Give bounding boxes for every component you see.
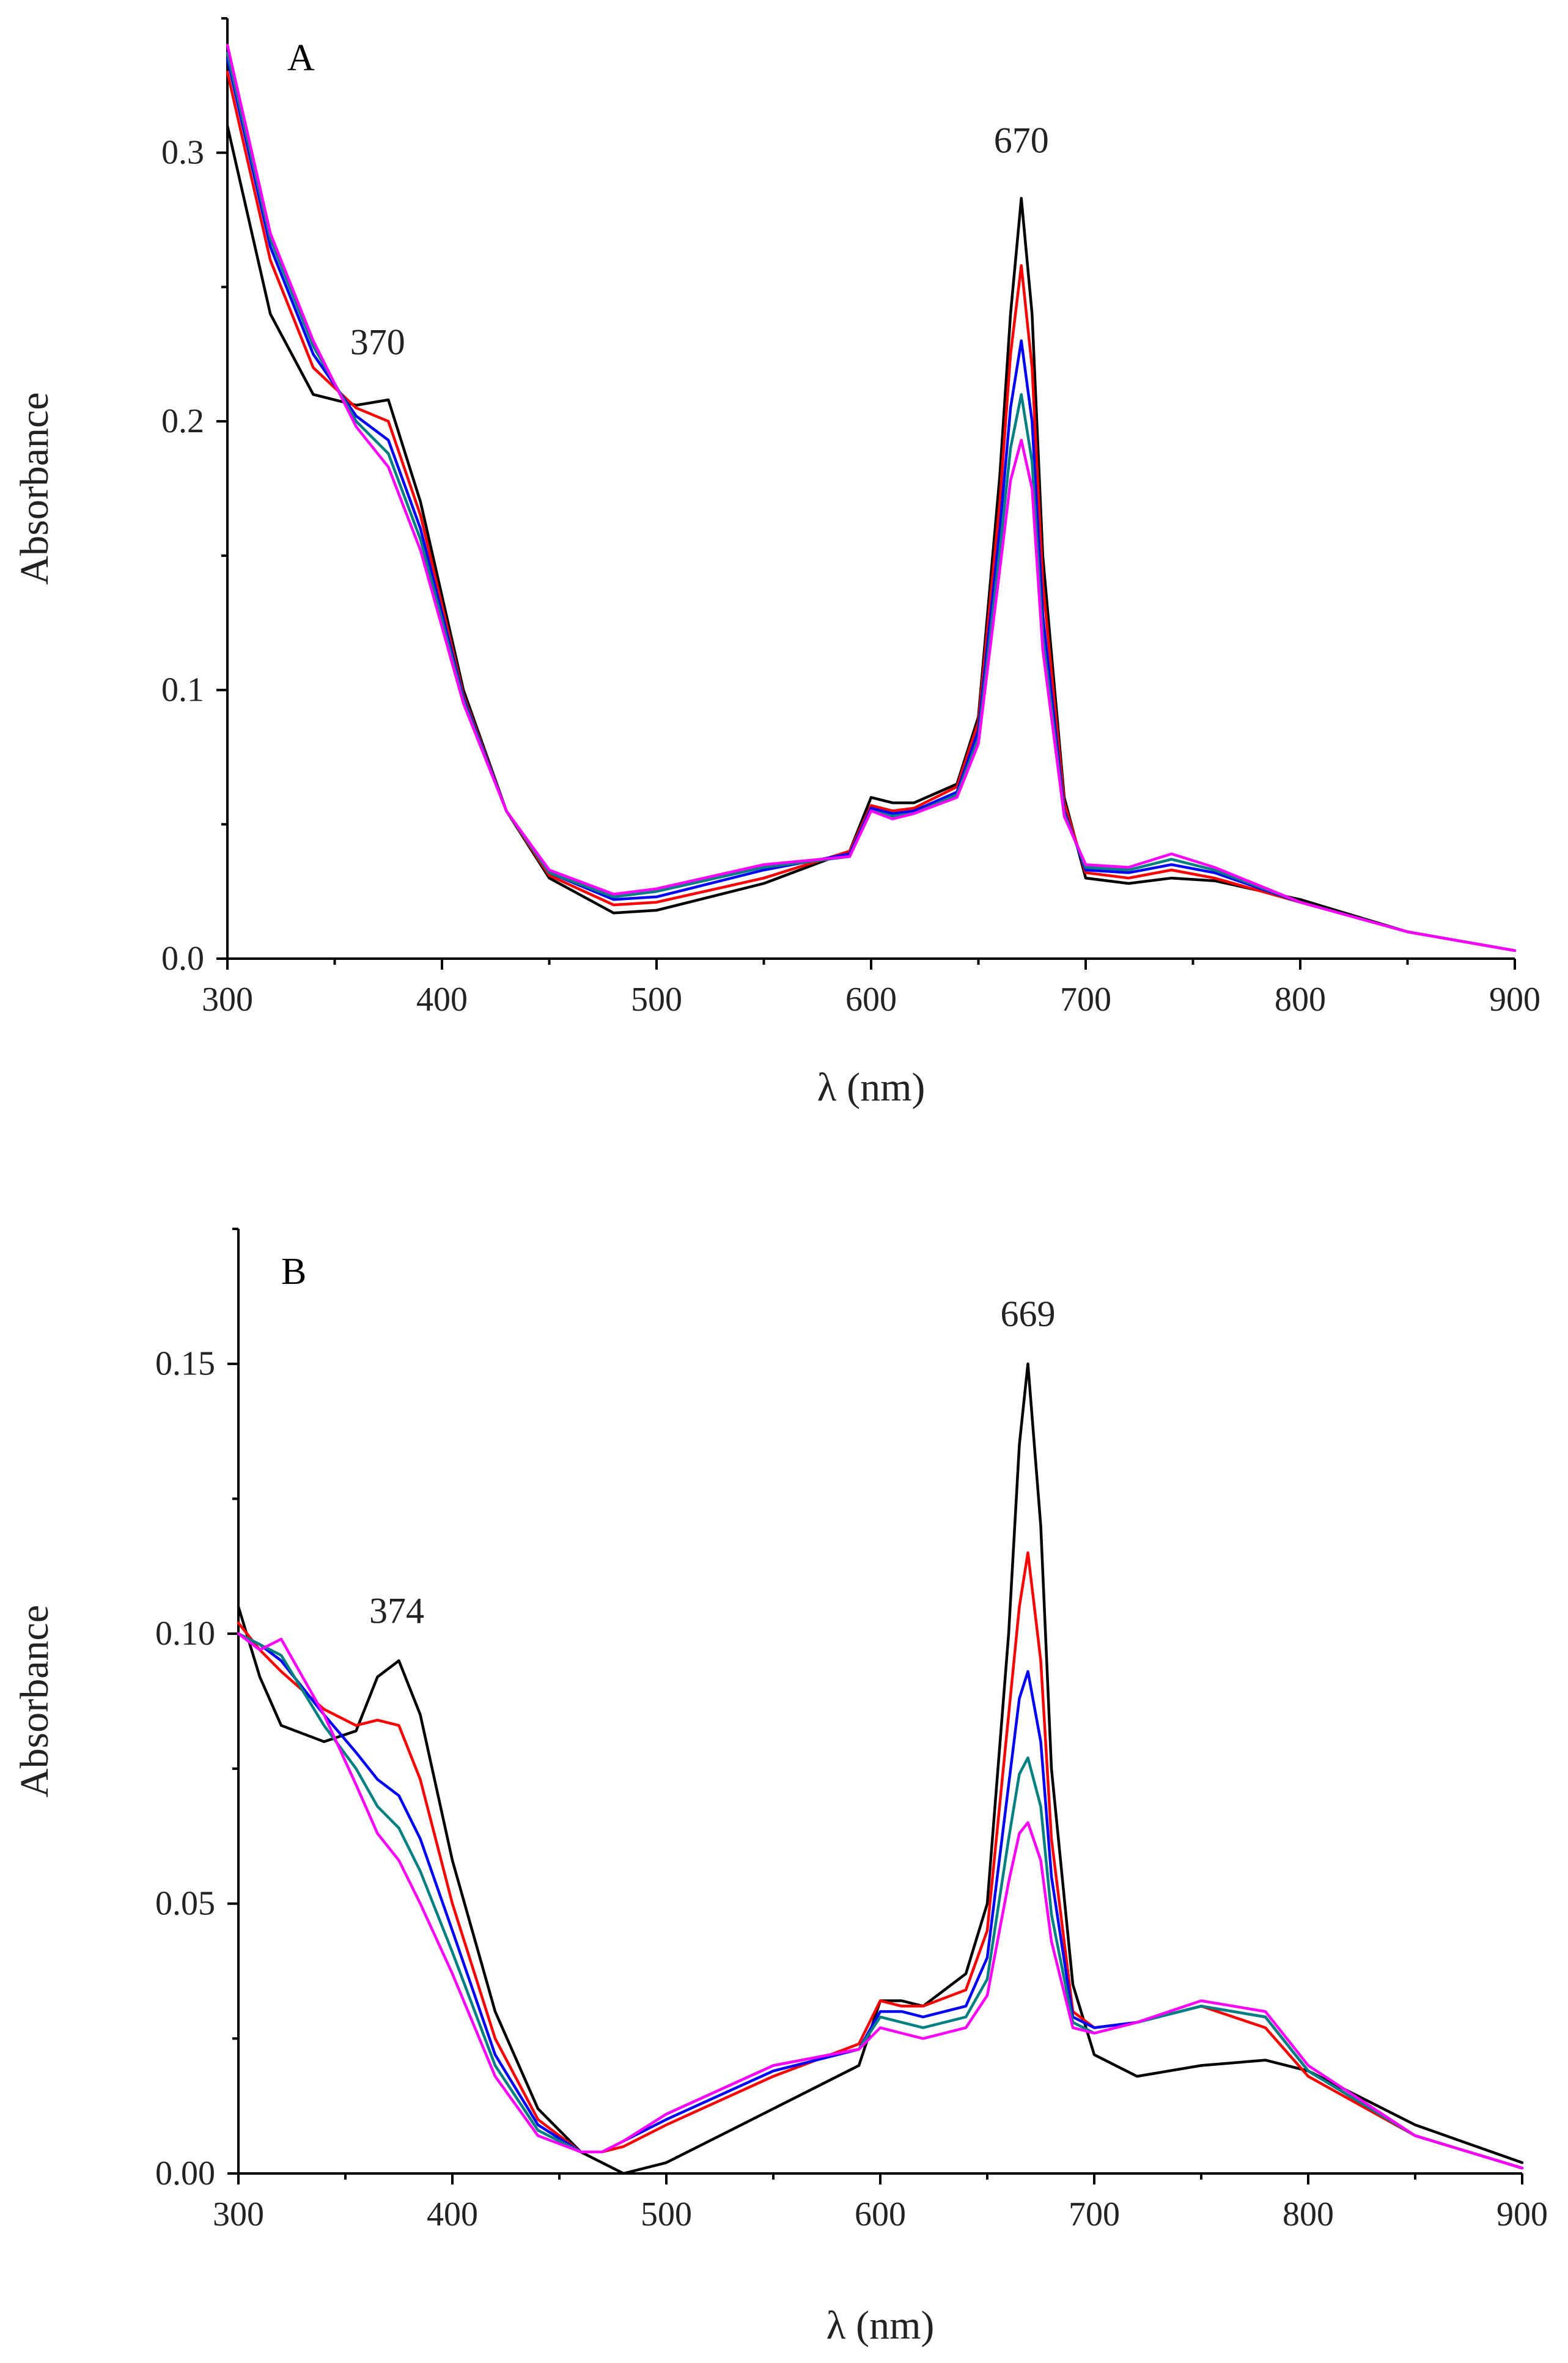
x-tick-label: 600 xyxy=(855,2195,906,2233)
panel-letter: B xyxy=(281,1251,306,1292)
y-tick-label: 0.10 xyxy=(155,1615,215,1653)
axes-frame xyxy=(226,18,1515,960)
x-tick-label: 500 xyxy=(631,981,682,1019)
panel-a: 300 400 500 600 700 800 900 0.0 0.1 0.2 0.3 λ (nm) A… xyxy=(12,17,1540,1110)
x-tick-label: 700 xyxy=(1060,981,1111,1019)
series-line-blue xyxy=(237,1632,1524,2170)
y-tick-label: 0.1 xyxy=(161,671,204,709)
x-tick-label: 800 xyxy=(1275,981,1326,1019)
y-tick-label: 0.15 xyxy=(155,1345,215,1383)
x-tick-label: 900 xyxy=(1496,2195,1548,2233)
series-line-black xyxy=(226,124,1517,953)
x-tick-label: 900 xyxy=(1489,981,1540,1019)
x-tick-label: 400 xyxy=(427,2195,478,2233)
y-tick-label: 0.3 xyxy=(161,134,204,172)
series-line-magenta xyxy=(226,43,1517,953)
y-axis-title: Absorbance xyxy=(12,392,57,584)
peak-annotation: 670 xyxy=(994,120,1049,161)
series-line-blue xyxy=(226,57,1517,953)
panel-letter: A xyxy=(287,37,315,79)
x-axis-title: λ (nm) xyxy=(826,2303,935,2348)
x-tick-label: 400 xyxy=(416,981,468,1019)
x-tick-label: 800 xyxy=(1283,2195,1334,2233)
y-tick-label: 0.0 xyxy=(161,940,204,978)
series-line-black xyxy=(237,1362,1524,2175)
peak-annotation: 669 xyxy=(1001,1294,1056,1334)
peak-annotation: 374 xyxy=(369,1590,424,1631)
series-line-red xyxy=(226,70,1517,953)
peak-annotation: 370 xyxy=(350,322,405,362)
y-axis-title: Absorbance xyxy=(12,1605,57,1797)
axes-frame xyxy=(237,1229,1522,2175)
y-tick-label: 0.2 xyxy=(161,402,204,440)
x-tick-label: 300 xyxy=(202,981,253,1019)
x-tick-label: 300 xyxy=(213,2195,264,2233)
x-tick-label: 500 xyxy=(641,2195,692,2233)
panel-b: 300 400 500 600 700 800 900 0.00 0.05 0.10 0.15 λ (… xyxy=(12,1228,1548,2348)
x-tick-label: 600 xyxy=(845,981,897,1019)
x-tick-label: 700 xyxy=(1069,2195,1120,2233)
y-tick-label: 0.00 xyxy=(155,2155,215,2192)
series-line-red xyxy=(237,1551,1524,2170)
series-line-magenta xyxy=(237,1632,1524,2170)
y-tick-label: 0.05 xyxy=(155,1885,215,1923)
x-axis-title: λ (nm) xyxy=(817,1065,926,1110)
